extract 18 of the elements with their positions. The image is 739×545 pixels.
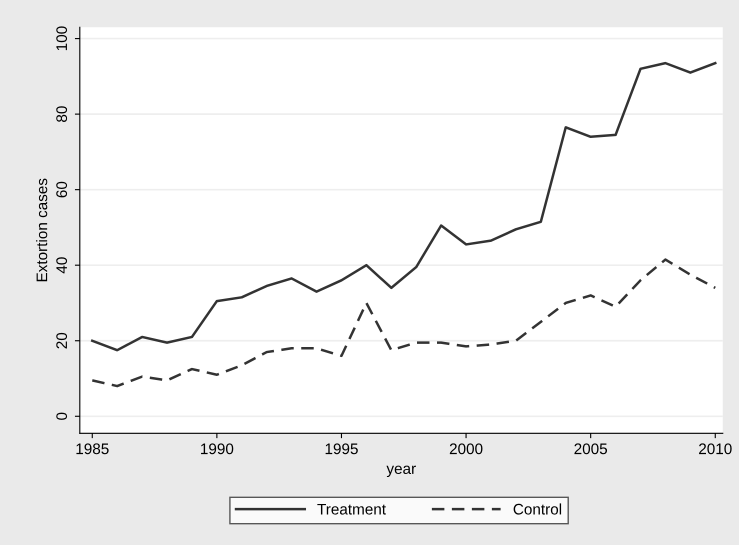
x-tick-label: 2010 [699, 443, 732, 454]
x-tick-label: 2005 [574, 443, 608, 454]
y-tick-label: 100 [56, 26, 68, 50]
y-tick-label: 20 [56, 332, 68, 348]
y-tick-label: 60 [56, 182, 68, 198]
y-axis-title: Extortion cases [36, 178, 48, 282]
x-tick-label: 1990 [201, 443, 234, 454]
y-tick-label: 40 [56, 257, 68, 274]
y-tick-label: 80 [56, 106, 68, 122]
x-axis-title: year [386, 466, 416, 478]
x-tick-label: 2000 [450, 443, 482, 454]
legend-label: Treatment [317, 504, 386, 515]
y-tick-label: 0 [56, 412, 68, 420]
line-series [91, 258, 717, 388]
x-tick-label: 1995 [326, 443, 358, 454]
x-tick-label: 1985 [76, 443, 109, 454]
legend-label: Control [514, 503, 562, 515]
line-series [91, 62, 717, 352]
